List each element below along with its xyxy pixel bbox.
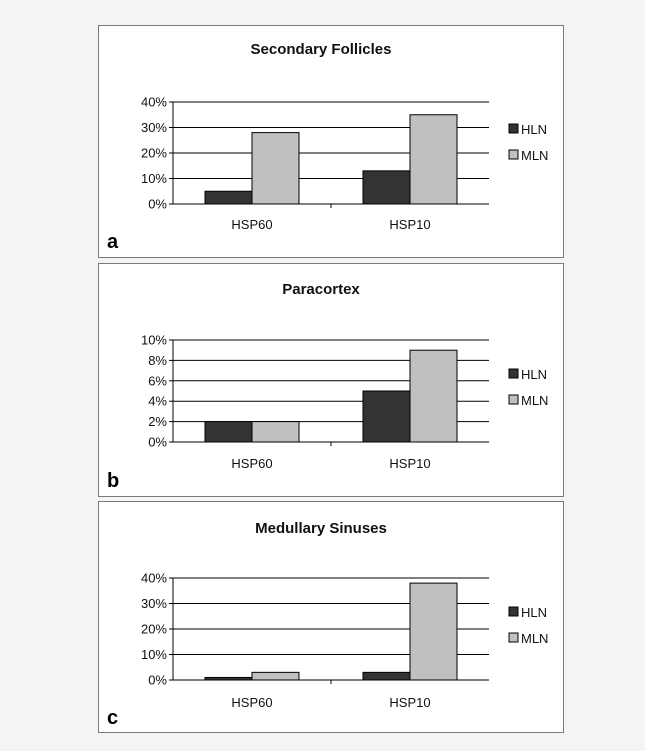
y-tick-label: 2% [148, 414, 167, 429]
legend-label-mln: MLN [521, 631, 548, 646]
bar-hln-hsp10 [362, 671, 411, 681]
bar-chart-b: Paracortex 0% 2% 4% 6% 8% 10% HSP60 HSP10 HLN MLN b [107, 281, 548, 492]
x-category-label: HSP60 [231, 456, 272, 471]
bar-hln-hsp10 [362, 390, 411, 443]
legend-label-hln: HLN [521, 605, 547, 620]
x-category-label: HSP60 [231, 217, 272, 232]
bar-mln-hsp60 [251, 671, 300, 681]
legend-swatch-mln [508, 149, 519, 160]
y-tick-label: 8% [148, 353, 167, 368]
y-tick-label: 4% [148, 394, 167, 409]
panel-letter: c [107, 707, 118, 729]
panel-letter: a [107, 231, 119, 253]
bar-mln-hsp60 [251, 421, 300, 443]
x-category-label: HSP60 [231, 695, 272, 710]
panel-letter: b [107, 470, 119, 492]
y-tick-label: 6% [148, 373, 167, 388]
y-tick-label: 10% [141, 171, 167, 186]
legend-label-hln: HLN [521, 367, 547, 382]
legend-label-hln: HLN [521, 122, 547, 137]
bar-hln-hsp10 [362, 170, 411, 205]
bar-mln-hsp10 [409, 582, 458, 681]
legend-swatch-hln [508, 123, 519, 134]
bar-hln-hsp60 [204, 421, 253, 443]
legend-label-mln: MLN [521, 148, 548, 163]
bar-hln-hsp60 [204, 190, 253, 205]
y-tick-label: 10% [141, 333, 167, 348]
chart-panel-a: Secondary Follicles 0% 10% 20% 30% 40% HSP60 HS… [98, 25, 564, 258]
y-tick-label: 20% [141, 146, 167, 161]
y-tick-label: 0% [148, 197, 167, 212]
y-tick-label: 20% [141, 622, 167, 637]
bar-mln-hsp10 [409, 349, 458, 443]
y-tick-label: 40% [141, 571, 167, 586]
y-tick-label: 30% [141, 596, 167, 611]
legend-swatch-mln [508, 632, 519, 643]
x-category-label: HSP10 [389, 695, 430, 710]
y-tick-label: 0% [148, 673, 167, 688]
chart-panel-b: Paracortex 0% 2% 4% 6% 8% 10% HSP60 HSP10 HLN MLN b [98, 263, 564, 497]
y-tick-label: 0% [148, 435, 167, 450]
bar-mln-hsp60 [251, 132, 300, 205]
x-category-label: HSP10 [389, 456, 430, 471]
bar-hln-hsp60 [204, 676, 253, 681]
chart-title: Medullary Sinuses [255, 520, 387, 537]
bar-mln-hsp10 [409, 114, 458, 205]
chart-title: Paracortex [282, 281, 360, 298]
bar-chart-c: Medullary Sinuses 0% 10% 20% 30% 40% HSP60 HSP1… [107, 520, 548, 729]
legend-swatch-hln [508, 606, 519, 617]
legend-swatch-mln [508, 394, 519, 405]
y-tick-label: 30% [141, 120, 167, 135]
legend-swatch-hln [508, 368, 519, 379]
y-tick-label: 10% [141, 647, 167, 662]
chart-panel-c: Medullary Sinuses 0% 10% 20% 30% 40% HSP60 HSP1… [98, 501, 564, 733]
chart-title: Secondary Follicles [251, 41, 392, 58]
y-tick-label: 40% [141, 95, 167, 110]
x-category-label: HSP10 [389, 217, 430, 232]
bar-chart-a: Secondary Follicles 0% 10% 20% 30% 40% HSP60 HS… [107, 41, 548, 253]
legend-label-mln: MLN [521, 393, 548, 408]
